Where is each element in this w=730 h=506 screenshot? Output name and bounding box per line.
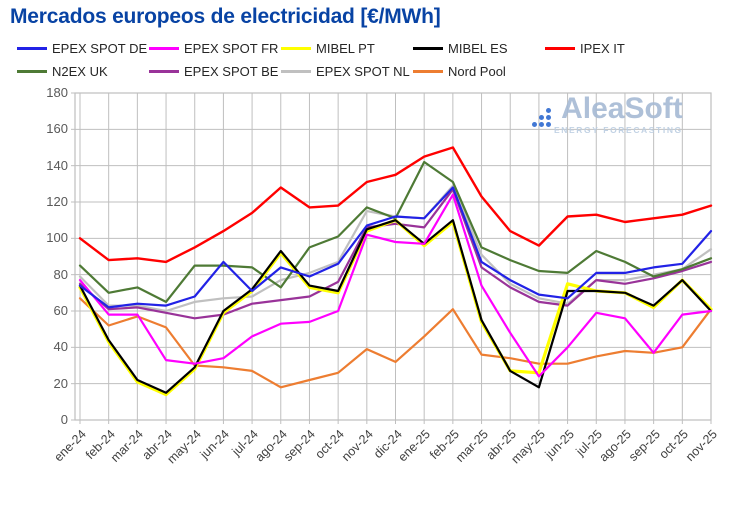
legend-line-swatch bbox=[149, 46, 179, 50]
legend-label: N2EX UK bbox=[52, 63, 108, 79]
legend-item-epex-spot-nl: EPEX SPOT NL bbox=[281, 63, 410, 79]
legend-line-swatch bbox=[17, 69, 47, 73]
legend-label: EPEX SPOT DE bbox=[52, 40, 148, 56]
legend-line-swatch bbox=[149, 69, 179, 73]
y-tick-label: 40 bbox=[53, 339, 68, 355]
y-tick-label: 80 bbox=[53, 266, 68, 282]
series-line-epex-spot-de bbox=[78, 186, 713, 309]
legend-label: MIBEL ES bbox=[448, 40, 508, 56]
legend-line-swatch bbox=[281, 69, 311, 73]
y-tick-label: 60 bbox=[53, 303, 68, 318]
series-line-nord-pool bbox=[78, 297, 713, 389]
y-tick-label: 140 bbox=[46, 157, 68, 173]
legend-label: IPEX IT bbox=[580, 40, 625, 56]
legend-label: EPEX SPOT BE bbox=[184, 63, 279, 79]
y-tick-label: 20 bbox=[53, 375, 68, 391]
legend-line-swatch bbox=[281, 46, 311, 50]
legend-label: EPEX SPOT NL bbox=[316, 63, 410, 79]
series-line-epex-spot-be bbox=[78, 188, 713, 320]
legend-item-epex-spot-fr: EPEX SPOT FR bbox=[149, 40, 278, 56]
legend-line-swatch bbox=[545, 46, 575, 50]
legend-item-ipex-it: IPEX IT bbox=[545, 40, 625, 56]
legend-item-mibel-es: MIBEL ES bbox=[413, 40, 507, 56]
series-line-ipex-it bbox=[78, 146, 713, 264]
series-line-n2ex-uk bbox=[78, 160, 713, 303]
legend-item-mibel-pt: MIBEL PT bbox=[281, 40, 375, 56]
plot-border bbox=[74, 92, 712, 421]
series-line-mibel-es bbox=[78, 219, 713, 394]
y-tick-label: 180 bbox=[46, 85, 68, 100]
chart-title: Mercados europeos de electricidad [€/MWh… bbox=[10, 5, 441, 28]
legend-label: Nord Pool bbox=[448, 63, 506, 79]
y-tick-label: 160 bbox=[46, 121, 68, 137]
legend-item-nord-pool: Nord Pool bbox=[413, 63, 506, 79]
series-line-epex-spot-fr bbox=[78, 193, 713, 378]
y-tick-label: 120 bbox=[46, 194, 68, 209]
legend-label: MIBEL PT bbox=[316, 40, 375, 56]
legend-line-swatch bbox=[413, 69, 443, 73]
legend-item-n2ex-uk: N2EX UK bbox=[17, 63, 108, 79]
legend-line-swatch bbox=[413, 46, 443, 50]
legend-item-epex-spot-be: EPEX SPOT BE bbox=[149, 63, 278, 79]
y-tick-label: 100 bbox=[46, 230, 68, 246]
legend-line-swatch bbox=[17, 46, 47, 50]
legend-label: EPEX SPOT FR bbox=[184, 40, 279, 56]
legend-item-epex-spot-de: EPEX SPOT DE bbox=[17, 40, 147, 56]
y-tick-label: 0 bbox=[60, 412, 68, 427]
